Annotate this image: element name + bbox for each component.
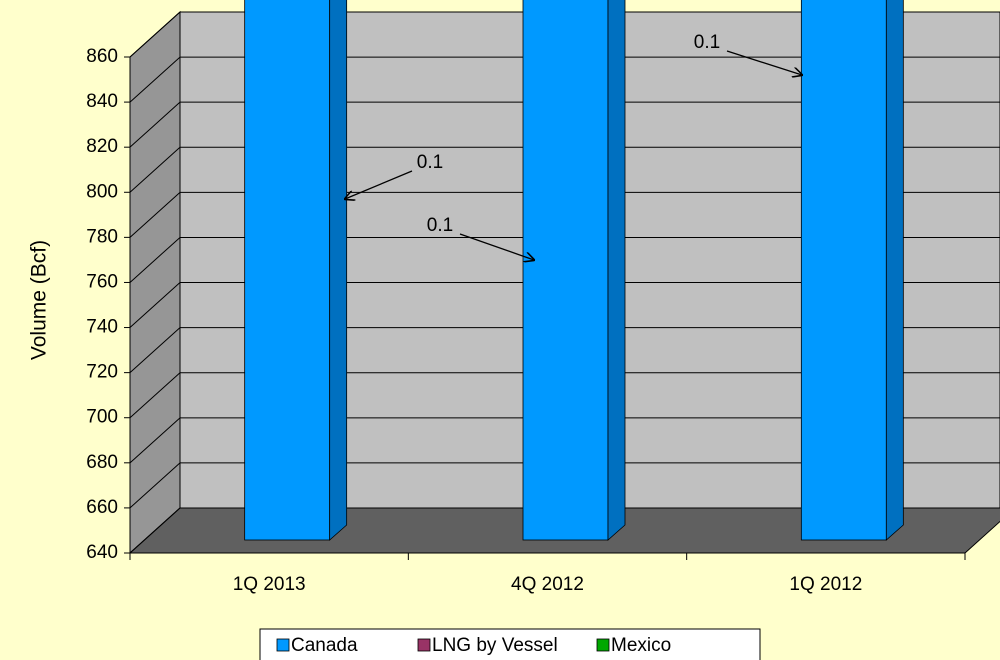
annotation-arrow xyxy=(459,233,534,260)
grid-line xyxy=(129,56,1000,103)
bar-side xyxy=(607,0,626,541)
bar-side xyxy=(885,0,904,541)
grid-line xyxy=(129,282,1000,328)
annotation-arrow xyxy=(726,50,802,75)
y-axis-label: Volume (Bcf) xyxy=(28,240,51,360)
y-tick-label: 760 xyxy=(86,271,118,292)
y-tick-label: 840 xyxy=(86,91,118,112)
legend-label: LNG by Vessel xyxy=(432,635,558,656)
grid-line xyxy=(129,146,1000,193)
y-tick-label: 740 xyxy=(86,317,118,338)
x-tick-label: 1Q 2013 xyxy=(233,574,306,595)
legend-swatch xyxy=(596,638,610,652)
data-label: 0.1 xyxy=(427,215,453,236)
data-label: 0.1 xyxy=(694,32,720,53)
x-tick-label: 1Q 2012 xyxy=(789,574,862,595)
grid-line xyxy=(129,462,1000,509)
grid-line xyxy=(129,236,1000,283)
annotation-arrow xyxy=(345,170,413,199)
grid-line xyxy=(129,101,1000,148)
grid-line xyxy=(129,417,1000,464)
y-tick-label: 700 xyxy=(86,407,118,428)
y-tick-label: 860 xyxy=(86,46,118,67)
bar-side xyxy=(329,0,348,541)
bar-segment xyxy=(244,0,331,541)
grid-line xyxy=(129,11,1000,58)
legend-swatch xyxy=(417,638,431,652)
legend-swatch xyxy=(276,638,290,652)
bar-segment xyxy=(522,0,609,541)
y-tick-label: 820 xyxy=(86,136,118,157)
y-tick-label: 800 xyxy=(86,181,118,202)
y-tick-label: 720 xyxy=(86,362,118,383)
y-tick-label: 660 xyxy=(86,497,118,518)
x-tick-label: 4Q 2012 xyxy=(511,574,584,595)
y-tick-label: 680 xyxy=(86,452,118,473)
bar-segment xyxy=(800,0,887,541)
legend xyxy=(259,628,761,660)
grid-line xyxy=(129,327,1000,374)
y-tick-label: 640 xyxy=(86,542,118,563)
grid-line xyxy=(129,372,1000,419)
legend-label: Canada xyxy=(291,635,358,656)
y-tick-label: 780 xyxy=(86,226,118,247)
data-label: 0.1 xyxy=(417,152,443,173)
legend-label: Mexico xyxy=(611,635,671,656)
side-wall xyxy=(129,10,181,555)
grid-line xyxy=(129,191,1000,238)
grid-line xyxy=(129,507,1000,554)
